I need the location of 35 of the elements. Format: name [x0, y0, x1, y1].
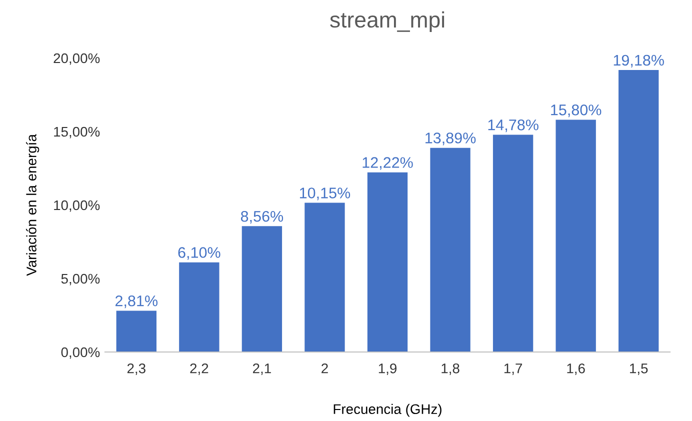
y-tick-label: 15,00%: [54, 126, 100, 138]
x-tick-label: 1,8: [442, 363, 460, 375]
bar: [618, 70, 659, 352]
data-label: 10,15%: [300, 188, 350, 200]
x-tick-label: 1,5: [630, 364, 648, 375]
data-label: 2,81%: [116, 295, 158, 308]
x-tick-label: 2,3: [127, 363, 146, 375]
y-axis-title: Variación en la energía: [26, 134, 40, 276]
bar: [179, 262, 220, 352]
y-tick-label: 0,00%: [61, 347, 100, 359]
bar: [556, 120, 596, 352]
data-label: 19,18%: [614, 54, 664, 68]
data-label: 15,80%: [551, 104, 602, 118]
data-label: 8,56%: [240, 210, 284, 224]
data-label: 6,10%: [178, 247, 220, 260]
bar: [304, 202, 345, 352]
data-label: 14,78%: [488, 120, 538, 132]
y-tick-label: 10,00%: [54, 200, 100, 212]
chart-title: stream_mpi: [330, 11, 444, 32]
bar: [242, 226, 282, 352]
bar: [492, 134, 534, 352]
x-tick-label: 1,9: [378, 363, 396, 375]
x-tick-label: 2,1: [252, 363, 271, 375]
bar: [116, 310, 156, 352]
x-tick-label: 1,6: [567, 363, 585, 375]
y-tick-label: 20,00%: [54, 53, 100, 65]
data-label: 12,22%: [362, 157, 413, 170]
y-tick-label: 5,00%: [61, 274, 100, 286]
data-label: 13,89%: [426, 132, 476, 146]
x-axis-title: Frecuencia (GHz): [334, 404, 442, 417]
x-tick-label: 2,2: [190, 363, 208, 375]
bar: [430, 148, 470, 352]
x-tick-label: 1,7: [504, 364, 522, 375]
x-tick-label: 2: [322, 363, 328, 374]
bar: [367, 172, 408, 352]
